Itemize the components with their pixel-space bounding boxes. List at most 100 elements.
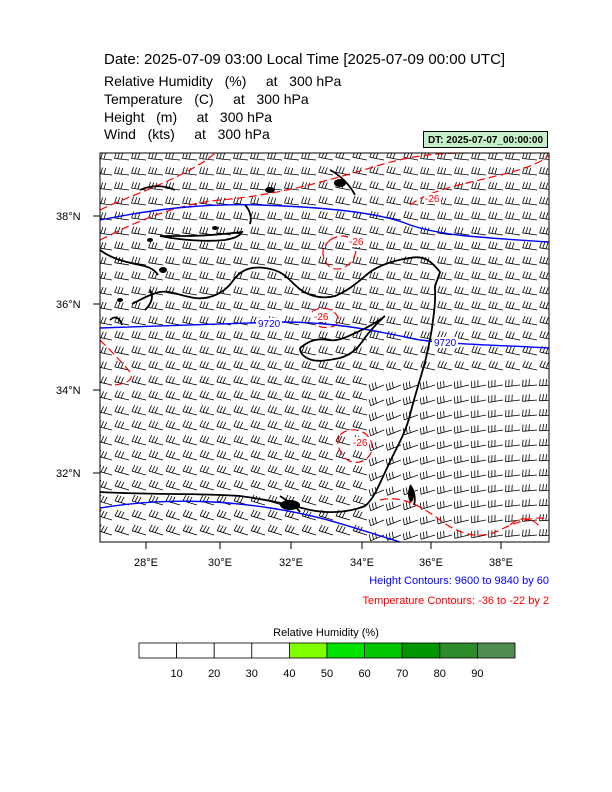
wind-barb xyxy=(164,314,181,327)
wind-barb xyxy=(266,224,283,238)
wind-barb xyxy=(283,344,300,357)
wind-barb xyxy=(366,376,385,395)
wind-barb xyxy=(352,509,368,521)
wind-barb xyxy=(468,480,487,497)
wind-barb xyxy=(453,284,470,297)
wind-barb xyxy=(182,404,198,416)
wind-barb xyxy=(266,344,283,357)
wind-barb xyxy=(130,224,147,238)
wind-barb xyxy=(130,314,147,327)
wind-barb xyxy=(283,224,300,238)
wind-barb xyxy=(538,314,549,327)
wind-barb xyxy=(470,164,487,178)
wind-barb xyxy=(352,464,368,476)
wind-barb xyxy=(113,153,130,163)
wind-barb xyxy=(485,435,504,452)
wind-barb xyxy=(487,284,504,297)
wind-barb xyxy=(100,224,113,238)
wind-barb xyxy=(453,153,470,163)
map-frame xyxy=(99,152,550,543)
wind-barb xyxy=(114,494,130,506)
wind-barb xyxy=(198,269,215,282)
wind-barb xyxy=(368,359,385,372)
wind-barb xyxy=(402,269,419,282)
wind-barb xyxy=(300,153,317,163)
wind-barb xyxy=(283,209,300,223)
wind-barb xyxy=(199,389,215,402)
wind-barb xyxy=(366,406,385,425)
wind-barb xyxy=(317,359,334,372)
wind-barb xyxy=(114,449,130,461)
wind-barb xyxy=(301,404,317,416)
wind-barb xyxy=(181,239,198,253)
wind-barb xyxy=(419,179,436,193)
wind-barb xyxy=(419,164,436,178)
wind-barb xyxy=(250,374,266,387)
wind-barb xyxy=(216,464,232,476)
wind-barb xyxy=(301,464,317,476)
wind-barb xyxy=(504,194,521,208)
colorbar-swatch xyxy=(326,642,365,659)
wind-barb xyxy=(250,479,266,491)
wind-barb xyxy=(232,284,249,297)
wind-barb xyxy=(198,344,215,357)
wind-barb xyxy=(164,344,181,357)
wind-barb xyxy=(164,269,181,282)
wind-barb xyxy=(130,153,147,163)
wind-barb xyxy=(368,224,385,237)
wind-barb xyxy=(148,374,164,387)
wind-barb xyxy=(502,390,521,406)
wind-barb xyxy=(502,450,521,466)
wind-barb xyxy=(453,269,470,282)
wind-barb xyxy=(351,179,368,192)
wind-barb xyxy=(453,299,470,312)
wind-barb xyxy=(519,480,538,496)
wind-barb xyxy=(485,525,504,542)
wind-barb xyxy=(198,239,215,253)
wind-barb xyxy=(383,376,402,394)
wind-barb xyxy=(453,254,470,268)
wind-barb xyxy=(216,449,232,461)
colorbar-title: Relative Humidity (%) xyxy=(273,627,379,639)
wind-barb xyxy=(148,479,164,491)
wind-barb xyxy=(318,464,334,476)
wind-barb xyxy=(181,344,198,357)
wind-barb xyxy=(521,269,538,282)
wind-barb xyxy=(538,269,549,282)
wind-barb xyxy=(301,374,317,387)
wind-barb xyxy=(468,525,487,542)
wind-barb xyxy=(451,375,470,393)
wind-barb xyxy=(537,420,549,435)
wind-barb xyxy=(487,239,504,253)
wind-barb xyxy=(419,269,436,282)
wind-barb xyxy=(351,284,368,297)
wind-barb xyxy=(181,153,198,163)
wind-barb xyxy=(502,375,521,391)
wind-barb xyxy=(182,494,198,506)
wind-barb xyxy=(301,419,317,431)
wind-barb xyxy=(249,164,266,178)
wind-barb xyxy=(400,376,419,394)
wind-barb xyxy=(267,389,283,402)
wind-barb xyxy=(318,494,334,506)
wind-barb xyxy=(434,451,453,468)
wind-barb xyxy=(232,153,249,163)
colorbar-swatch xyxy=(476,642,516,659)
wind-barb xyxy=(538,224,549,238)
wind-barb xyxy=(267,479,283,491)
wind-barb xyxy=(233,464,249,476)
wind-barb xyxy=(436,284,453,297)
wind-barb xyxy=(434,421,453,438)
wind-barb xyxy=(335,449,351,461)
wind-barb xyxy=(181,269,198,282)
height-contour-label-east: 9720 xyxy=(434,338,457,349)
wind-barb xyxy=(300,254,317,268)
wind-barb xyxy=(383,421,402,439)
wind-barb xyxy=(216,524,232,536)
wind-barb xyxy=(538,194,549,208)
wind-barb xyxy=(267,419,283,431)
wind-barb xyxy=(100,179,113,193)
wind-barb xyxy=(198,179,215,193)
wind-barb xyxy=(301,494,317,506)
wind-barb xyxy=(521,194,538,208)
